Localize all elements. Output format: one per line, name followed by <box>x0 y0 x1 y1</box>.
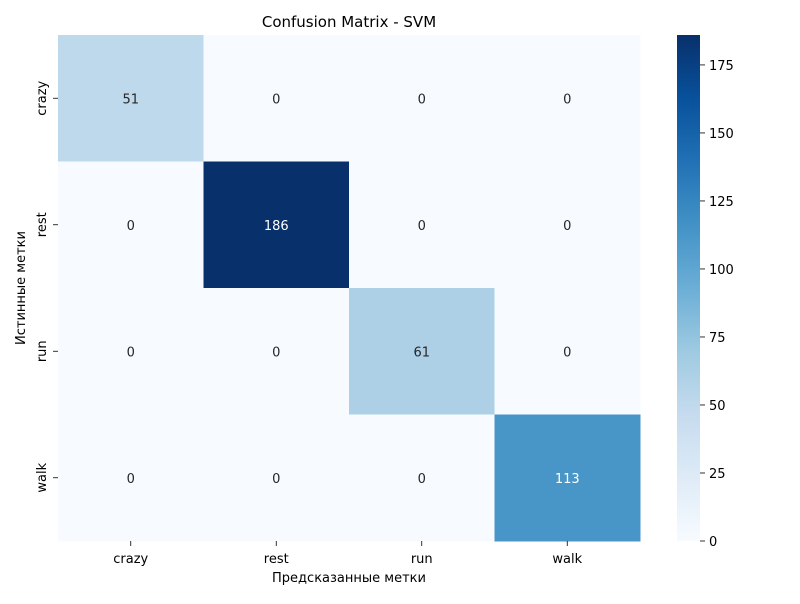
cell-value: 0 <box>127 219 135 234</box>
colorbar-tick-label: 175 <box>709 59 734 74</box>
x-tick-label: walk <box>552 552 582 567</box>
heatmap-cell-walk-crazy <box>58 414 204 542</box>
colorbar-tick-label: 0 <box>709 535 717 550</box>
colorbar-tick-label: 75 <box>709 331 726 346</box>
heatmap-cell-walk-run <box>349 414 495 542</box>
cell-value: 0 <box>563 92 571 107</box>
cell-value: 0 <box>272 472 280 487</box>
colorbar-ticks: 0 25 50 75 100 125 150 175 <box>700 59 734 550</box>
y-tick-label: crazy <box>35 80 50 115</box>
x-axis-ticks: crazy rest run walk <box>113 541 583 567</box>
cell-value: 0 <box>418 92 426 107</box>
x-tick-label: rest <box>264 552 289 567</box>
heatmap-cell-rest-walk <box>494 161 641 289</box>
cell-value: 0 <box>272 92 280 107</box>
cell-value: 61 <box>413 345 430 360</box>
cell-annotations: 51 0 0 0 0 186 0 0 0 0 61 0 0 0 0 113 <box>122 92 579 487</box>
colorbar-tick-label: 25 <box>709 467 726 482</box>
heatmap-cell-walk-walk <box>494 414 641 542</box>
heatmap-cell-crazy-crazy <box>58 35 204 162</box>
y-tick-label: rest <box>35 212 50 237</box>
x-axis-label: Предсказанные метки <box>272 571 426 586</box>
heatmap-cell-rest-crazy <box>58 161 204 289</box>
heatmap-cell-rest-run <box>349 161 495 289</box>
cell-value: 0 <box>418 219 426 234</box>
y-axis-label: Истинные метки <box>14 231 29 345</box>
colorbar-tick-label: 150 <box>709 127 734 142</box>
cell-value: 51 <box>122 92 139 107</box>
x-tick-label: crazy <box>113 552 148 567</box>
cell-value: 0 <box>272 345 280 360</box>
heatmap-cells <box>58 35 641 542</box>
heatmap-cell-walk-rest <box>203 414 350 542</box>
cell-value: 0 <box>563 219 571 234</box>
cell-value: 0 <box>418 472 426 487</box>
heatmap-cell-crazy-run <box>349 35 495 162</box>
y-tick-label: walk <box>35 462 50 492</box>
heatmap-cell-crazy-rest <box>203 35 350 162</box>
cell-value: 113 <box>555 472 580 487</box>
heatmap-cell-run-run <box>349 288 495 415</box>
y-axis-ticks: crazy rest run walk <box>35 80 58 493</box>
heatmap-cell-rest-rest <box>203 161 350 289</box>
x-tick-label: run <box>411 552 433 567</box>
colorbar-tick-label: 50 <box>709 399 726 414</box>
heatmap-cell-run-rest <box>203 288 350 415</box>
colorbar-tick-label: 125 <box>709 195 734 210</box>
cell-value: 186 <box>264 219 289 234</box>
cell-value: 0 <box>127 345 135 360</box>
colorbar-tick-label: 100 <box>709 263 734 278</box>
colorbar <box>677 35 700 541</box>
y-tick-label: run <box>35 340 50 362</box>
heatmap-cell-crazy-walk <box>494 35 641 162</box>
cell-value: 0 <box>127 472 135 487</box>
cell-value: 0 <box>563 345 571 360</box>
heatmap-cell-run-crazy <box>58 288 204 415</box>
chart-title: Confusion Matrix - SVM <box>262 13 436 31</box>
heatmap-cell-run-walk <box>494 288 641 415</box>
